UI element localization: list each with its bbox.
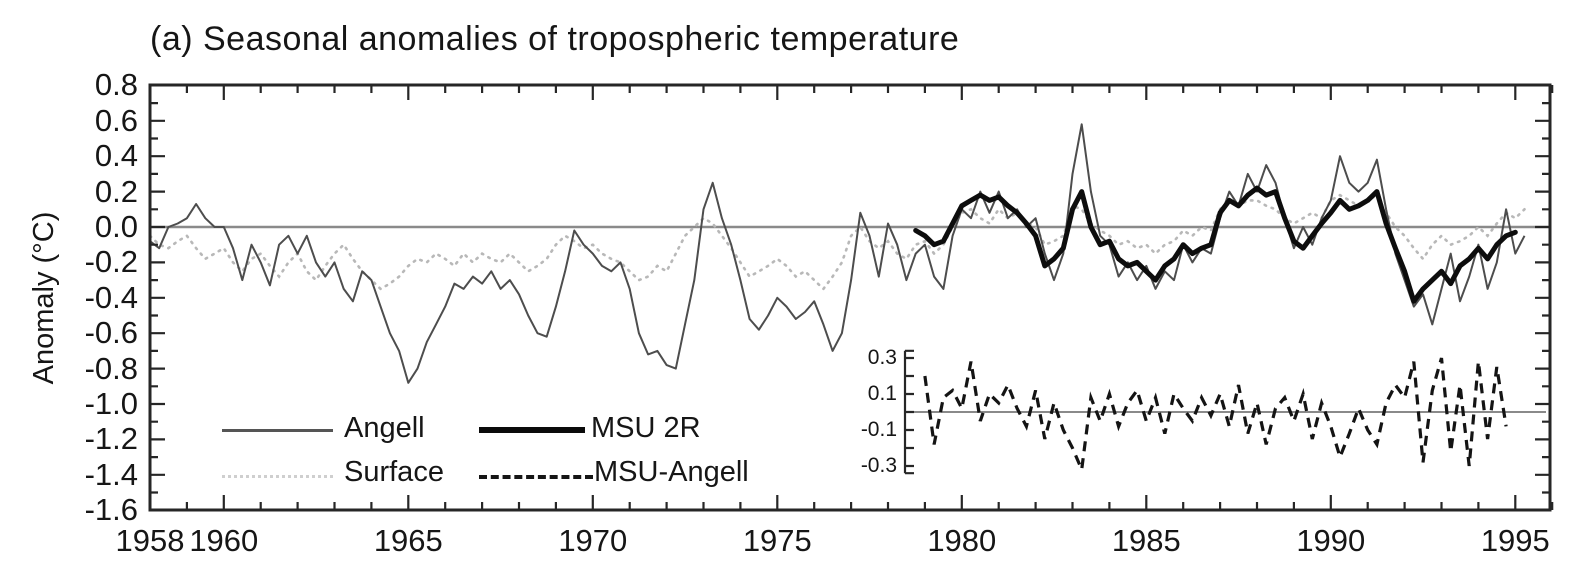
y-tick-label: -0.4 bbox=[84, 279, 138, 315]
y-tick-label: 0.2 bbox=[94, 173, 138, 209]
y-tick-label: 0.0 bbox=[94, 209, 138, 244]
y-tick-label: -0.2 bbox=[84, 244, 138, 280]
inset-y-tick-label: -0.3 bbox=[860, 454, 897, 477]
x-tick-label: 1958 bbox=[115, 523, 185, 558]
y-tick-label: -1.4 bbox=[84, 456, 138, 492]
x-tick-label: 1990 bbox=[1296, 523, 1366, 558]
inset-y-tick-label: -0.1 bbox=[860, 418, 897, 441]
msu-minus-angell-line-swatch bbox=[479, 475, 593, 479]
msu-2r-line-swatch bbox=[479, 427, 585, 433]
inset-y-tick-label: 0.3 bbox=[867, 346, 897, 369]
axis-ticks bbox=[148, 84, 1554, 512]
inset-axis bbox=[903, 349, 914, 475]
x-tick-label: 1980 bbox=[927, 523, 997, 558]
x-tick-label: 1970 bbox=[558, 523, 628, 558]
y-tick-label: -1.6 bbox=[84, 492, 138, 528]
y-tick-label: -0.6 bbox=[84, 315, 138, 351]
surface-series-line bbox=[148, 193, 1526, 291]
legend-label-msu-minus-angell: MSU-Angell bbox=[594, 456, 749, 488]
y-tick-label: -1.0 bbox=[84, 386, 138, 421]
y-tick-label: 0.6 bbox=[94, 102, 138, 138]
x-tick-label: 1975 bbox=[742, 523, 812, 558]
msu-2r-series-line bbox=[913, 185, 1518, 304]
y-tick-label: 0.4 bbox=[94, 138, 138, 174]
angell-line-swatch bbox=[222, 429, 333, 432]
x-tick-label: 1960 bbox=[189, 523, 259, 558]
legend-label-surface: Surface bbox=[344, 456, 444, 488]
y-tick-label: -0.8 bbox=[84, 350, 138, 386]
x-tick-label: 1995 bbox=[1480, 523, 1550, 558]
msu-minus-angell-series-line bbox=[923, 357, 1508, 476]
x-tick-label: 1985 bbox=[1111, 523, 1181, 558]
y-tick-label: 0.8 bbox=[94, 67, 138, 103]
legend-label-angell: Angell bbox=[344, 412, 425, 444]
inset-y-tick-label: 0.1 bbox=[867, 382, 897, 405]
x-tick-label: 1965 bbox=[373, 523, 443, 558]
chart-title: (a) Seasonal anomalies of tropospheric t… bbox=[150, 20, 960, 58]
plot-frame bbox=[148, 83, 1552, 512]
legend-label-msu-2r: MSU 2R bbox=[591, 412, 701, 444]
y-tick-label: -1.2 bbox=[84, 421, 138, 457]
surface-line-swatch bbox=[222, 475, 333, 478]
